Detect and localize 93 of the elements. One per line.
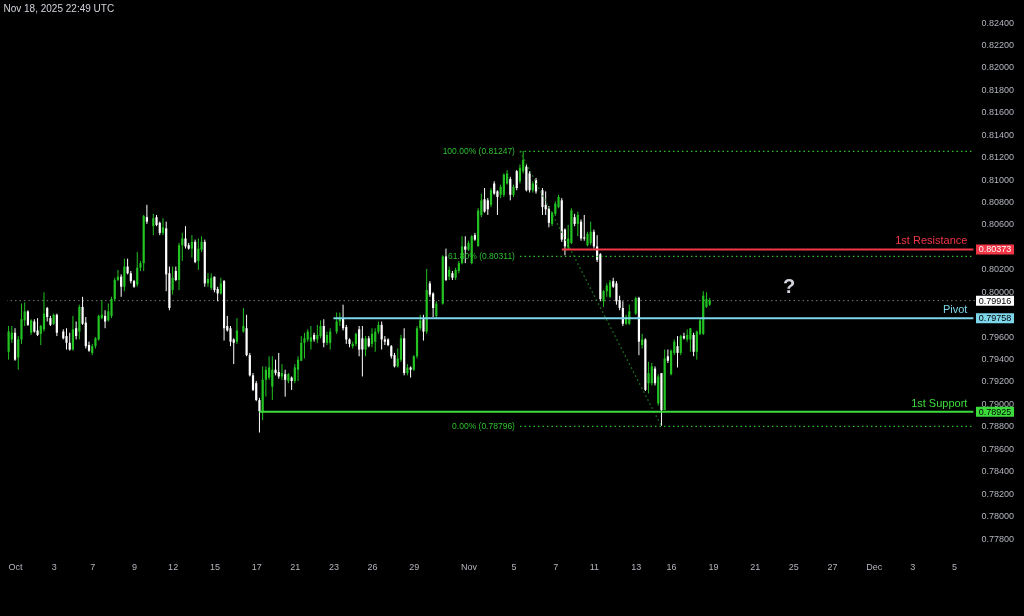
y-tick-label: 0.78800	[981, 421, 1015, 432]
candlestick	[541, 187, 544, 216]
x-tick-label: 5	[952, 561, 958, 572]
candlestick	[65, 327, 68, 351]
y-tick-label: 0.79000	[981, 398, 1015, 409]
candlestick	[528, 170, 531, 193]
series-label: 0.00% (0.78796)	[452, 421, 516, 432]
y-tick-label: 0.82000	[981, 62, 1015, 73]
x-tick-label: 3	[51, 561, 57, 572]
x-tick-label: Oct	[8, 561, 24, 572]
candlestick	[75, 321, 78, 340]
candlestick	[399, 334, 403, 363]
candlestick	[123, 258, 126, 292]
x-tick-label: 29	[409, 561, 420, 572]
candlestick	[641, 333, 644, 349]
y-tick-label: 0.79400	[981, 354, 1015, 365]
y-tick-label: 0.79600	[981, 331, 1015, 342]
series-label: 1st Resistance	[895, 234, 968, 247]
annotation: ?	[782, 275, 796, 297]
candlestick	[483, 187, 486, 214]
y-tick-label: 0.79200	[981, 376, 1015, 387]
x-tick-label: 16	[666, 561, 677, 572]
x-tick-label: 23	[328, 561, 339, 572]
x-tick-label: 17	[251, 561, 262, 572]
candlestick	[374, 327, 377, 353]
x-tick-label: 13	[631, 561, 642, 572]
candlestick	[271, 355, 274, 401]
y-tick-label: 0.81800	[981, 84, 1015, 95]
chart-title: Nov 18, 2025 22:49 UTC	[3, 3, 115, 14]
y-tick-label: 0.81600	[981, 107, 1015, 118]
candlestick	[7, 325, 10, 361]
series-label: 1st Support	[911, 396, 968, 409]
x-tick-label: 3	[910, 561, 916, 572]
x-tick-label: 26	[367, 561, 378, 572]
candlestick	[547, 205, 550, 228]
x-tick-label: 7	[553, 561, 559, 572]
x-tick-label: 21	[290, 561, 301, 572]
candlestick	[676, 335, 679, 368]
candlestick	[152, 213, 155, 236]
x-tick-label: 15	[209, 561, 220, 572]
candlestick	[515, 169, 518, 191]
candlestick	[242, 307, 245, 334]
y-tick-label: 0.80800	[981, 196, 1015, 207]
candlestick	[120, 273, 123, 298]
y-tick-label: 0.80600	[981, 219, 1015, 230]
candlestick	[335, 312, 338, 335]
x-tick-label: 11	[589, 561, 600, 572]
candlestick	[194, 239, 197, 264]
candlestick	[235, 317, 239, 345]
y-tick-label: 0.78200	[981, 488, 1015, 499]
candlestick	[145, 204, 148, 225]
data-label: 0.78925	[978, 406, 1012, 417]
x-tick-label: 21	[750, 561, 761, 572]
candlestick	[184, 225, 187, 250]
y-tick-label: 0.80000	[981, 286, 1015, 297]
x-tick-label: 9	[132, 561, 138, 572]
data-label: 0.79758	[978, 313, 1012, 324]
series-label: 100.00% (0.81247)	[442, 146, 516, 157]
y-tick-label: 0.81000	[981, 174, 1015, 185]
x-tick-label: 7	[90, 561, 96, 572]
candlestick	[583, 214, 586, 242]
y-tick-label: 0.82200	[981, 39, 1015, 50]
y-tick-label: 0.81400	[981, 129, 1015, 140]
y-tick-label: 0.80200	[981, 264, 1015, 275]
candlestick	[647, 361, 650, 394]
x-tick-label: 5	[511, 561, 517, 572]
data-label: 0.80373	[978, 244, 1012, 255]
y-tick-label: 0.77800	[981, 533, 1015, 544]
candlestick	[692, 332, 695, 357]
candlestick	[615, 280, 618, 306]
candlestick	[422, 314, 425, 342]
x-tick-label: 19	[708, 561, 719, 572]
candlestick	[364, 335, 367, 357]
x-tick-label: 27	[827, 561, 838, 572]
series-label: Pivot	[942, 303, 968, 316]
candlestick	[650, 362, 653, 386]
candlestick	[679, 334, 682, 356]
candlestick	[489, 187, 493, 208]
x-tick-label: 25	[788, 561, 799, 572]
y-tick-label: 0.78600	[981, 443, 1015, 454]
candlestick	[103, 309, 107, 329]
y-tick-label: 0.78000	[981, 511, 1015, 522]
y-tick-label: 0.78400	[981, 466, 1015, 477]
ref-line-label: 0.79916	[978, 295, 1012, 306]
y-tick-label: 0.81200	[981, 152, 1015, 163]
candlestick	[303, 332, 306, 360]
x-tick-label: Dec	[866, 561, 883, 572]
candlestick	[666, 349, 669, 364]
candlestick	[358, 325, 361, 357]
y-tick-label: 0.82400	[981, 17, 1015, 28]
candlestick	[361, 325, 364, 377]
x-tick-label: 12	[168, 561, 179, 572]
x-tick-label: Nov	[460, 561, 478, 572]
